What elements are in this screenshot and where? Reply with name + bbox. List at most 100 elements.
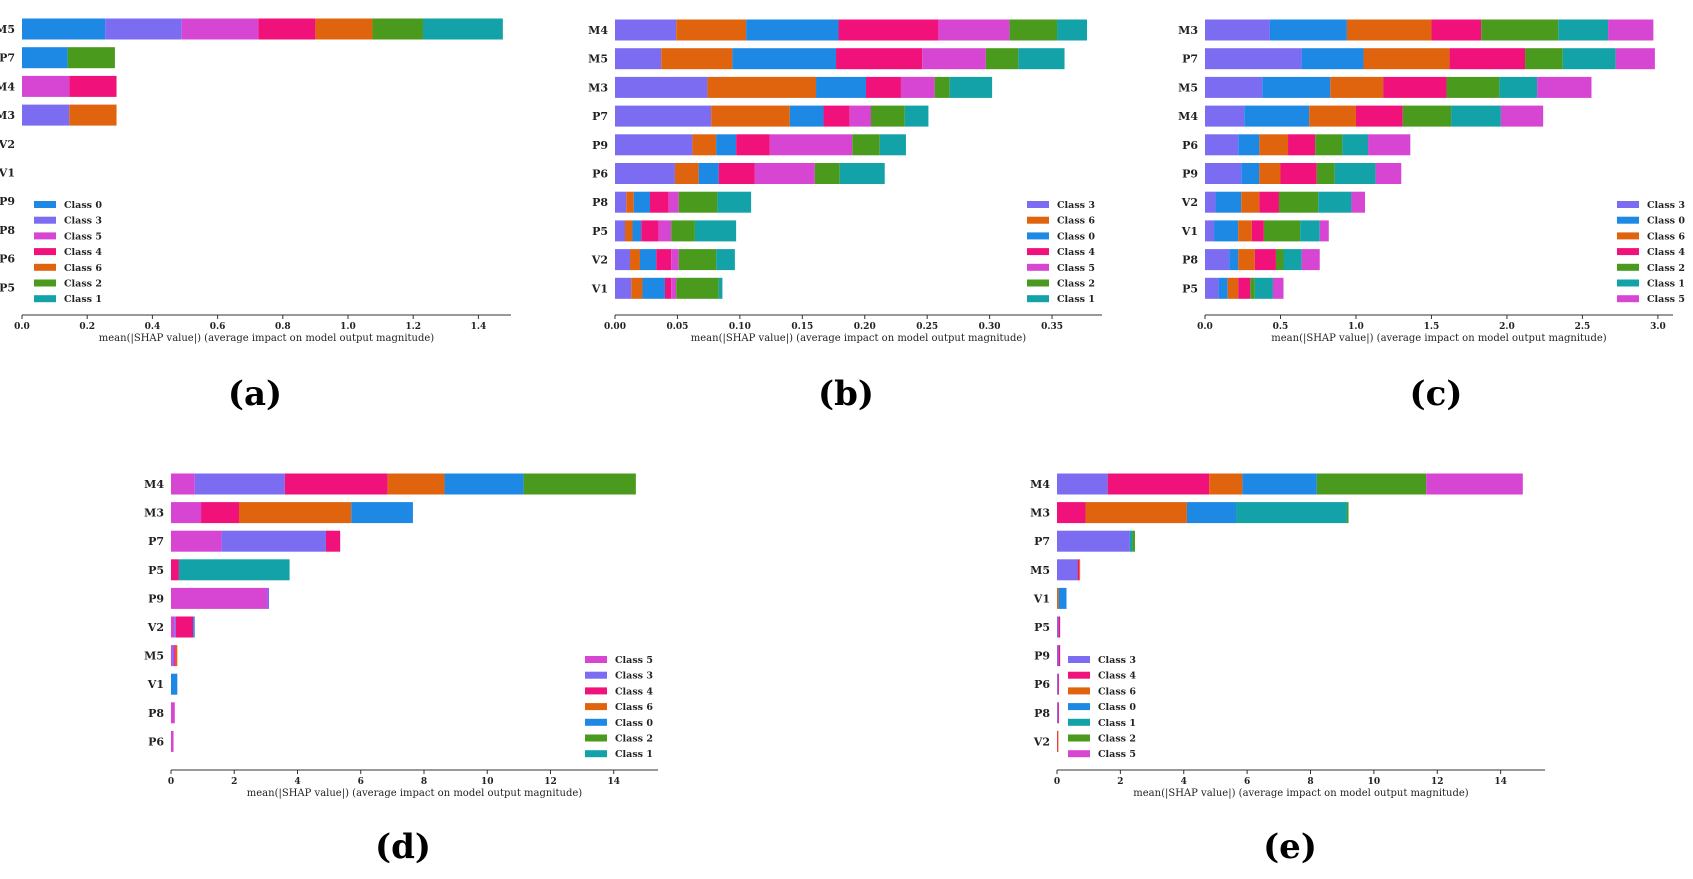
bar-P8-class-4: [1057, 702, 1059, 724]
bar-P6-class-6: [674, 163, 699, 184]
legend-swatch: [1617, 263, 1639, 271]
legend-swatch: [585, 734, 607, 742]
feature-label: V2: [0, 138, 15, 151]
bar-M5-class-1: [1499, 76, 1538, 98]
bar-P7-class-2: [1525, 48, 1563, 70]
bar-V2-class-6: [1057, 730, 1059, 752]
bar-P8-class-0: [1229, 249, 1239, 271]
x-tick-label: 0.15: [791, 322, 813, 332]
legend-label: Class 5: [1057, 263, 1095, 274]
feature-label: V2: [1181, 196, 1198, 209]
bar-M4-class-4: [1355, 105, 1403, 127]
panel-caption: (a): [228, 374, 282, 414]
legend-label: Class 6: [64, 263, 102, 274]
bar-P6-class-3: [615, 163, 675, 184]
legend-label: Class 4: [615, 686, 653, 697]
feature-label: P5: [592, 225, 608, 238]
chart-panel-a: M5 P7 M4 M3 V2 V1 P9 P8 P6 P5 0.0 0.2 0.4 0.6 0.8 1.0 1.…: [0, 18, 511, 414]
x-tick-label: 0.35: [1041, 322, 1063, 332]
bar-P7-class-1: [1562, 48, 1616, 70]
bar-M3-class-4: [865, 76, 901, 98]
bar-M3-class-0: [1186, 502, 1237, 524]
legend: Class 3 Class 6 Class 0 Class 4 Class 5 Class…: [1027, 200, 1095, 305]
bar-M5-class-3: [172, 645, 175, 667]
bar-V2-class-5: [1351, 191, 1366, 213]
x-tick-label: 0.0: [1197, 322, 1213, 332]
feature-label: V2: [147, 621, 164, 634]
legend-label: Class 5: [64, 231, 102, 242]
bar-P5-class-3: [615, 220, 625, 242]
legend-label: Class 4: [1098, 671, 1136, 682]
bar-M3-class-6: [69, 104, 117, 126]
legend-swatch: [1617, 201, 1639, 208]
x-tick-label: 2.0: [1499, 322, 1515, 332]
bar-P7-class-4: [1449, 48, 1526, 70]
feature-label: P6: [592, 168, 608, 181]
x-tick-label: 4: [294, 777, 300, 787]
bar-M5-class-4: [258, 18, 316, 40]
bar-P7-class-0: [1301, 48, 1364, 70]
bar-V2-class-3: [615, 249, 630, 271]
bar-P7-class-1: [904, 105, 929, 127]
bar-M4-class-3: [1205, 105, 1245, 127]
bar-M5-class-2: [1446, 76, 1500, 98]
bar-M4-class-2: [523, 473, 636, 495]
bar-P9-class-2: [852, 134, 880, 156]
bar-P7-class-0: [22, 47, 68, 69]
bar-P6-class-3: [1205, 134, 1239, 156]
bar-M4-class-0: [1242, 473, 1317, 495]
legend-label: Class 6: [1647, 231, 1685, 242]
feature-label: M4: [144, 478, 164, 491]
x-tick-label: 8: [421, 777, 427, 787]
bar-P6-class-6: [1259, 134, 1289, 156]
legend-swatch: [1617, 248, 1639, 256]
legend-swatch: [1027, 232, 1049, 240]
x-tick-label: 0.2: [79, 322, 95, 332]
bar-M4-class-0: [444, 473, 524, 495]
feature-label: P8: [148, 707, 164, 720]
x-tick-label: 4: [1181, 777, 1187, 787]
legend-swatch: [34, 201, 56, 208]
panel-caption: (d): [375, 827, 431, 867]
bar-P9-class-4: [1058, 645, 1061, 667]
bar-M5-class-3: [1057, 559, 1078, 581]
legend-label: Class 2: [615, 734, 653, 745]
legend-label: Class 3: [1647, 200, 1685, 211]
bar-M5-class-3: [1205, 76, 1263, 98]
bar-M4-class-0: [1244, 105, 1310, 127]
x-tick-label: 6: [358, 777, 364, 787]
bar-P5-class-1: [694, 220, 737, 242]
bar-M4-class-5: [1500, 105, 1544, 127]
legend-swatch: [34, 232, 56, 240]
bar-P7-class-5: [1615, 48, 1655, 70]
bar-M4-class-2: [1316, 473, 1427, 495]
bar-P9-class-3: [267, 587, 270, 609]
bar-P8-class-2: [678, 191, 718, 213]
bar-M4-class-5: [1426, 473, 1523, 495]
bar-P6-class-4: [718, 163, 755, 184]
bar-M5-class-4: [836, 48, 923, 70]
legend-label: Class 2: [1098, 734, 1136, 745]
legend-swatch: [585, 687, 607, 695]
bar-M3-class-1: [949, 76, 993, 98]
bar-M4-class-5: [22, 75, 70, 97]
feature-label: P8: [1182, 254, 1198, 267]
feature-label: M3: [144, 507, 164, 520]
bar-P8-class-0: [633, 191, 650, 213]
x-axis-label: mean(|SHAP value|) (average impact on mo…: [247, 788, 583, 799]
feature-label: P9: [592, 139, 608, 152]
bar-V2-class-2: [1278, 191, 1319, 213]
bar-V1-class-5: [1319, 220, 1329, 242]
legend-label: Class 5: [1098, 749, 1136, 760]
bar-V1-class-0: [171, 673, 178, 695]
x-tick-label: 14: [1494, 777, 1507, 787]
bar-V2-class-4: [1259, 191, 1279, 213]
legend-swatch: [585, 718, 607, 726]
feature-label: V1: [147, 678, 164, 691]
bar-M4-class-6: [1309, 105, 1356, 127]
legend-swatch: [34, 279, 56, 287]
legend-swatch: [1027, 295, 1049, 303]
bar-P5-class-1: [178, 559, 290, 581]
x-tick-label: 0.30: [979, 322, 1001, 332]
bar-P9-class-6: [1259, 163, 1281, 184]
